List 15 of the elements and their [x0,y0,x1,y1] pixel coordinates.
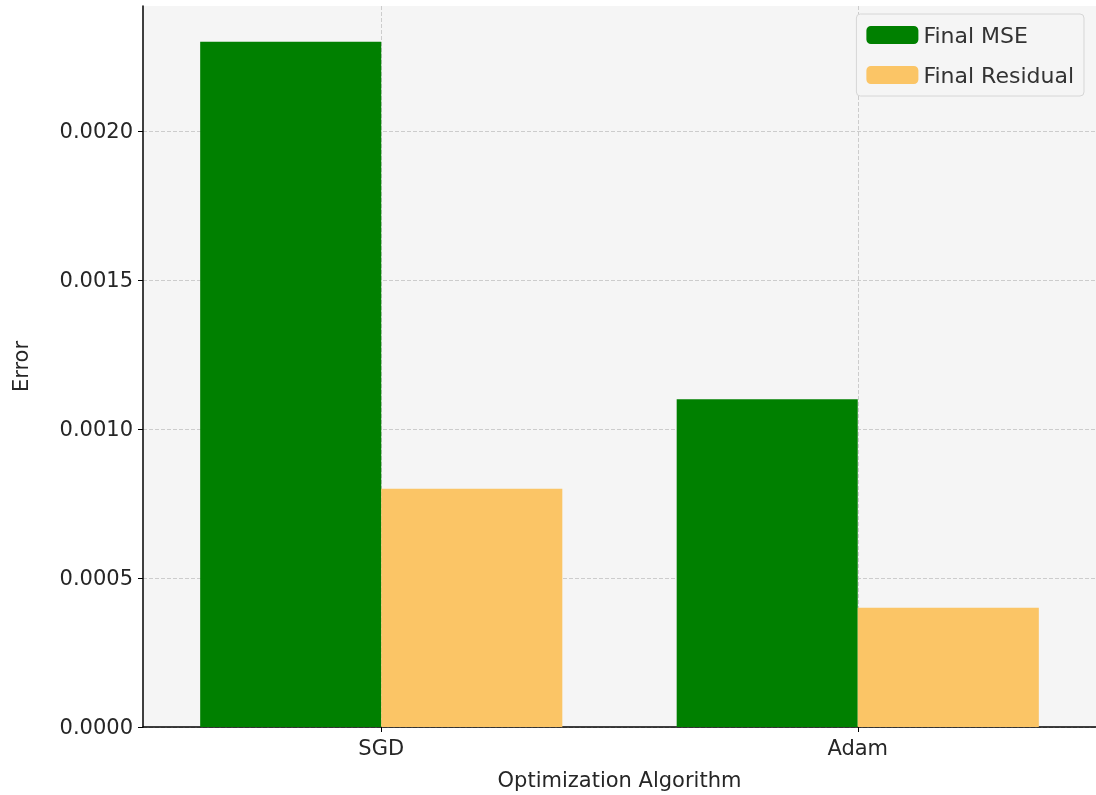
y-tick-label: 0.0005 [59,566,133,591]
legend-label: Final MSE [923,22,1028,48]
bar [857,607,1039,727]
bar [676,399,858,727]
legend-label: Final Residual [923,62,1074,88]
bar [381,488,563,727]
x-tick-label: SGD [358,735,405,760]
y-tick-label: 0.0020 [59,119,133,144]
y-tick-label: 0.0010 [59,417,133,442]
x-tick-label: Adam [827,735,889,760]
y-axis-title: Error [8,340,33,393]
bar [200,41,382,727]
y-tick-label: 0.0015 [59,268,133,293]
x-axis-title: Optimization Algorithm [497,767,742,792]
y-tick-label: 0.0000 [59,715,133,739]
